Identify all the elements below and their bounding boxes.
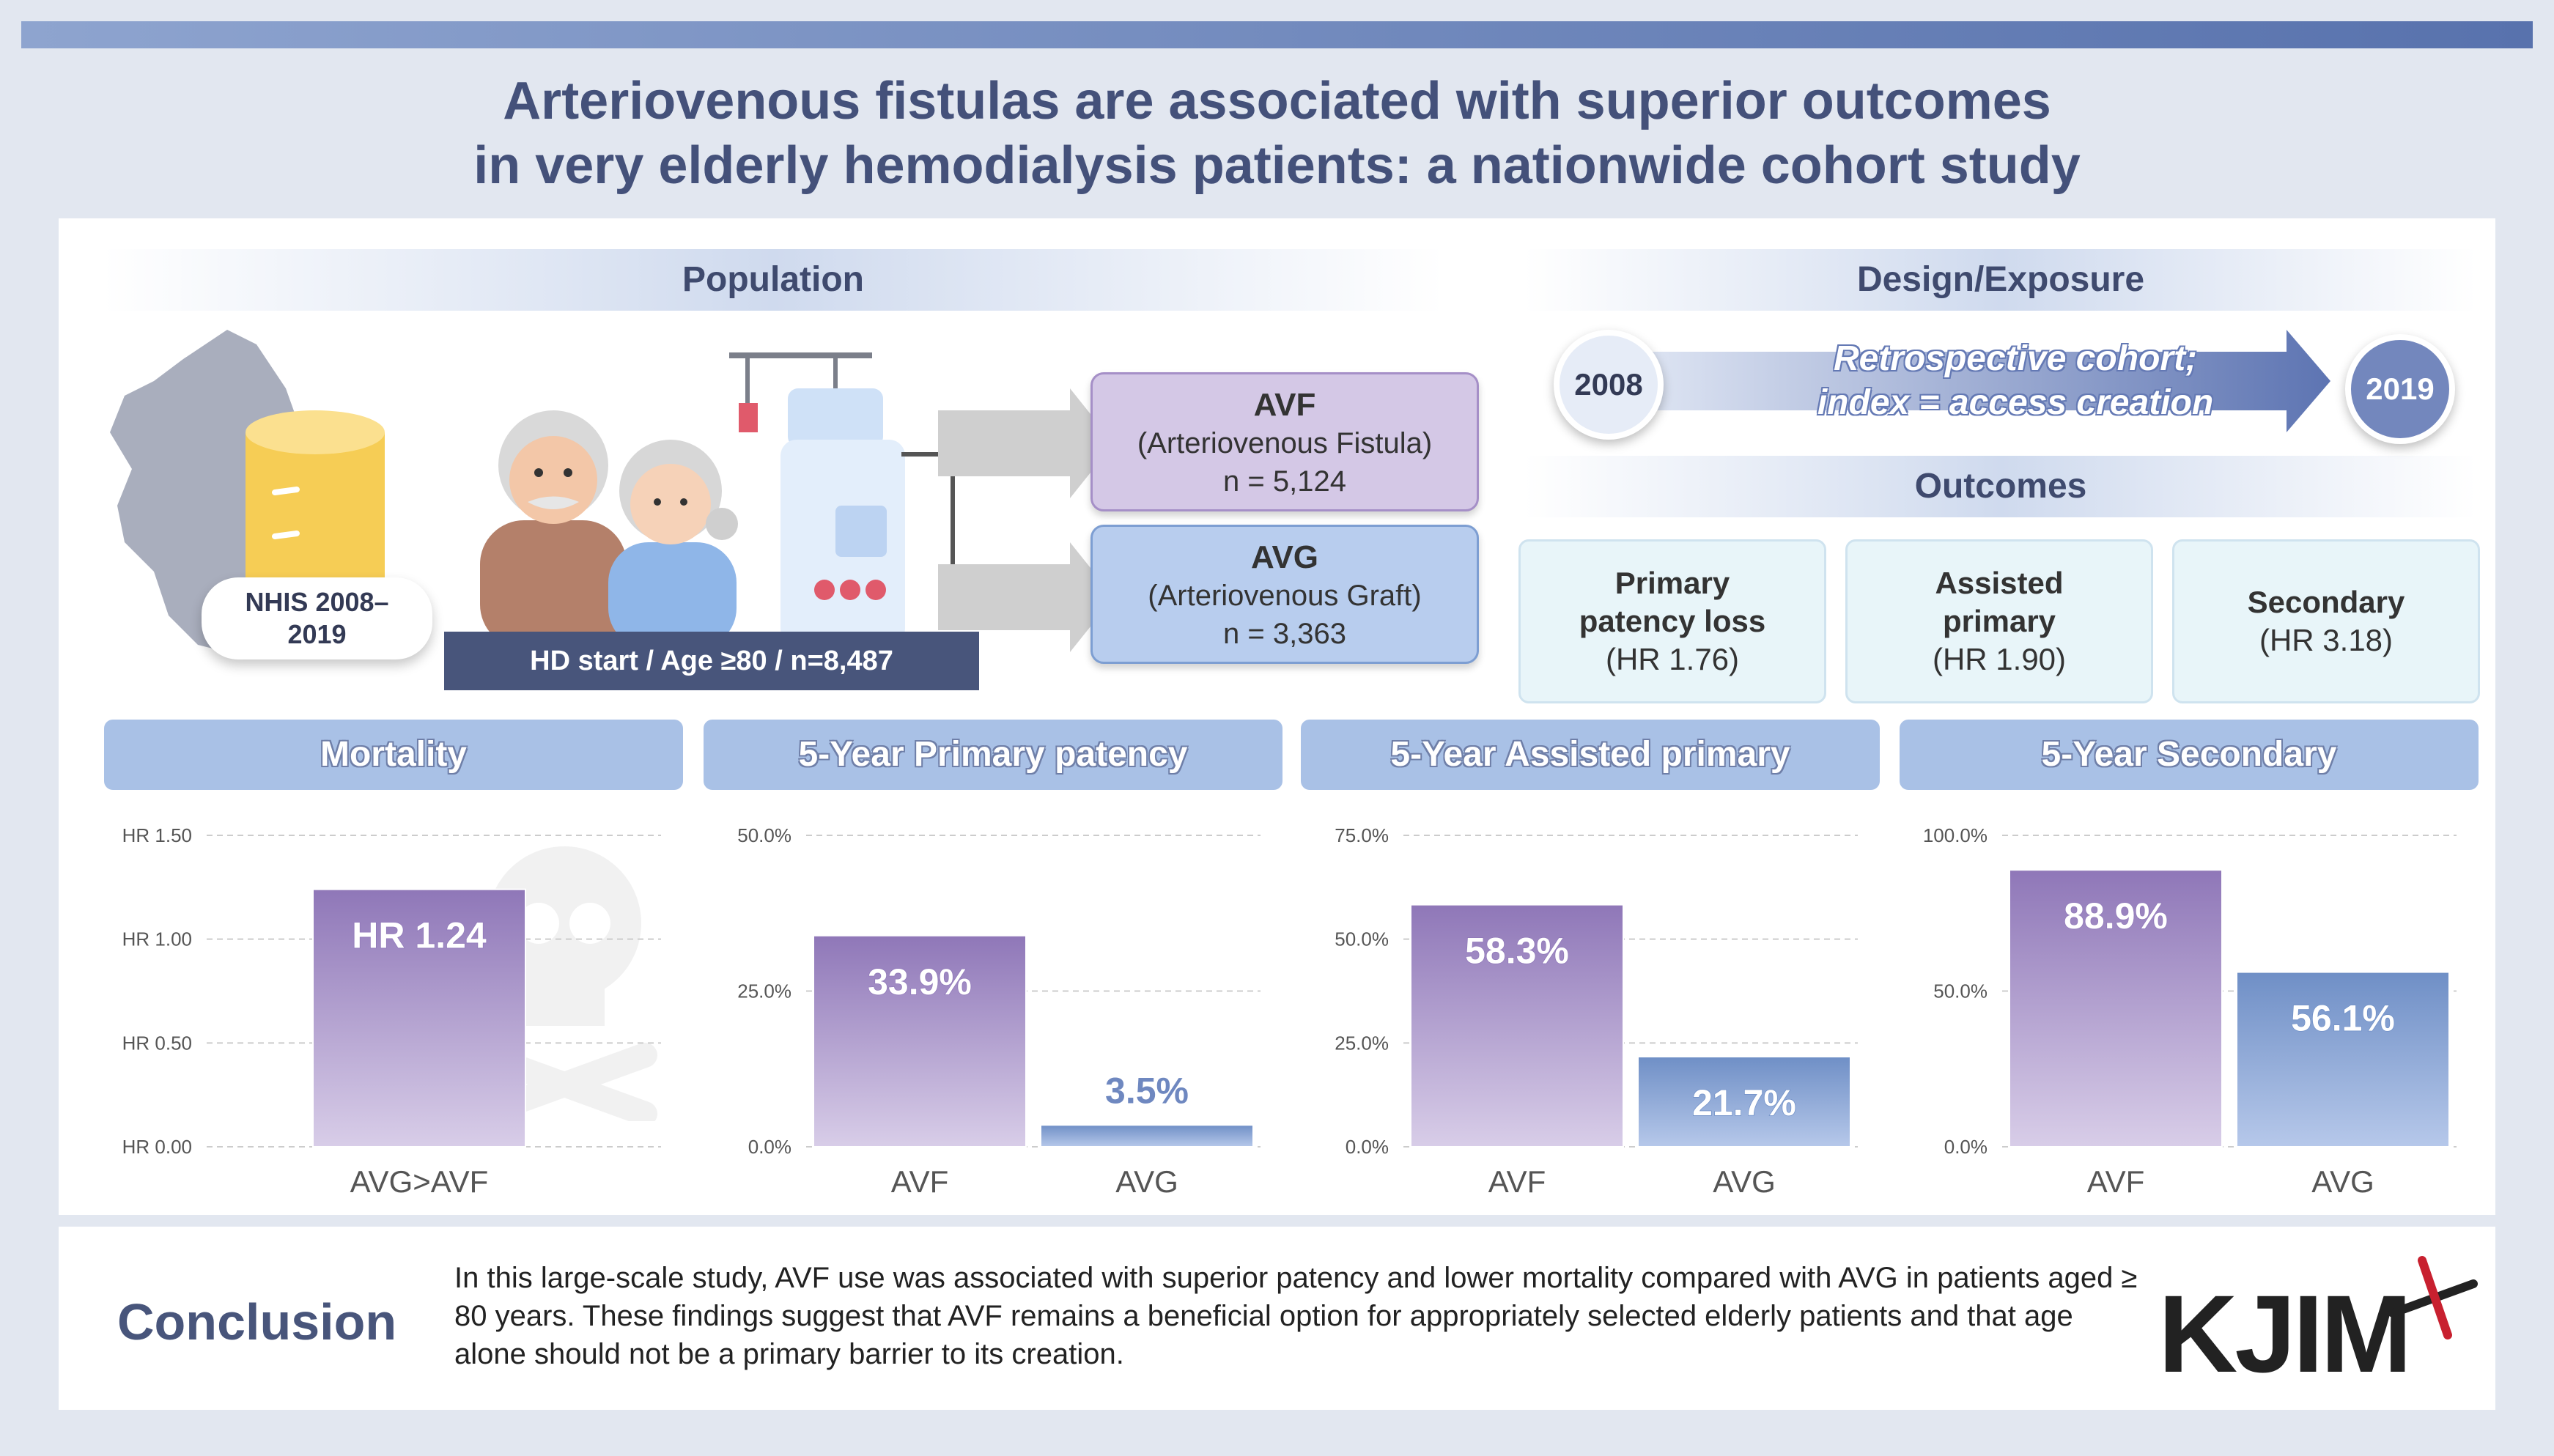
y-tick-label: 100.0% xyxy=(1923,824,1988,846)
secondary-chart: 0.0% 50.0% 100.0% 88.9% AVF 56.1% AVG xyxy=(1923,824,2457,1199)
title-line-1: Arteriovenous fistulas are associated wi… xyxy=(503,72,2051,130)
conclusion-label: Conclusion xyxy=(117,1293,397,1350)
y-tick-label: 25.0% xyxy=(1335,1032,1389,1054)
category-label: AVG xyxy=(2311,1164,2374,1199)
arrow-to-avg-icon xyxy=(938,542,1114,652)
hd-start-bar: HD start / Age ≥80 / n=8,487 xyxy=(444,632,979,690)
chart-header-secondary: 5-Year Secondary xyxy=(1900,720,2479,790)
outcome-1-line-1: Primary xyxy=(1614,566,1730,600)
y-tick-label: 50.0% xyxy=(1933,980,1988,1002)
category-label: AVG>AVF xyxy=(350,1164,489,1199)
outcome-2-line-1: Assisted xyxy=(1935,566,2064,600)
nhis-label-line-2: 2019 xyxy=(287,619,347,649)
chart-header-primary-patency: 5-Year Primary patency xyxy=(704,720,1282,790)
category-label: AVF xyxy=(2087,1164,2145,1199)
timeline-arrow-icon xyxy=(1612,330,2330,432)
chart-header-assisted-primary: 5-Year Assisted primary xyxy=(1301,720,1880,790)
conclusion-text: In this large-scale study, AVF use was a… xyxy=(454,1262,2138,1370)
avf-subtitle: (Arteriovenous Fistula) xyxy=(1137,427,1433,459)
outcomes-header: Outcomes xyxy=(1524,456,2477,517)
y-tick-label: HR 0.00 xyxy=(122,1136,192,1158)
outcome-3-hr: (HR 3.18) xyxy=(2259,623,2394,657)
y-tick-label: HR 1.00 xyxy=(122,928,192,950)
avg-title: AVG xyxy=(1250,539,1319,575)
y-tick-label: 0.0% xyxy=(748,1136,791,1158)
outcome-1-hr: (HR 1.76) xyxy=(1605,642,1740,676)
outcome-primary-patency-loss: Primary patency loss (HR 1.76) xyxy=(1518,539,1826,703)
conclusion-panel: Conclusion In this large-scale study, AV… xyxy=(59,1227,2495,1410)
data-label: 33.9% xyxy=(868,961,972,1002)
y-tick-label: 50.0% xyxy=(1335,928,1389,950)
bar xyxy=(1637,1056,1851,1148)
mortality-chart: HR 0.00 HR 0.50 HR 1.00 HR 1.50 HR 1.24 AVG>A… xyxy=(122,824,661,1199)
nhis-label-line-1: NHIS 2008– xyxy=(245,587,389,617)
design-description: Retrospective cohort; index = access cre… xyxy=(1708,337,2323,425)
logo-cross-icon xyxy=(2388,1256,2478,1339)
category-label: AVG xyxy=(1115,1164,1178,1199)
chart-header-mortality: Mortality xyxy=(104,720,683,790)
assisted-primary-chart: 0.0% 25.0% 50.0% 75.0% 58.3% AVF 21.7% AVG xyxy=(1335,824,1858,1199)
outcome-2-line-2: primary xyxy=(1942,604,2056,638)
data-label: HR 1.24 xyxy=(352,915,487,956)
data-label: 21.7% xyxy=(1692,1082,1796,1123)
category-label: AVF xyxy=(1488,1164,1546,1199)
y-tick-label: HR 0.50 xyxy=(122,1032,192,1054)
bar xyxy=(1410,903,1624,1148)
kjim-logo: KJIM xyxy=(2158,1272,2412,1395)
top-accent-bar xyxy=(21,21,2533,48)
avg-subtitle: (Arteriovenous Graft) xyxy=(1148,580,1422,612)
design-line-2: index = access creation xyxy=(1817,383,2214,422)
primary-patency-chart: 0.0% 25.0% 50.0% 33.9% AVF 3.5% AVG xyxy=(737,824,1261,1199)
population-illustration xyxy=(110,330,1114,656)
outcome-2-hr: (HR 1.90) xyxy=(1932,642,2067,676)
y-tick-label: 0.0% xyxy=(1346,1136,1389,1158)
nhis-badge: NHIS 2008– 2019 xyxy=(202,577,432,659)
population-header: Population xyxy=(103,249,1444,311)
database-icon xyxy=(246,410,385,601)
data-label: 56.1% xyxy=(2291,998,2395,1039)
data-label: 3.5% xyxy=(1105,1070,1189,1111)
avf-count: n = 5,124 xyxy=(1223,465,1346,498)
end-year-circle: 2019 xyxy=(2345,334,2455,444)
bar xyxy=(1040,1124,1254,1148)
data-label: 88.9% xyxy=(2064,895,2168,936)
y-tick-label: 0.0% xyxy=(1944,1136,1988,1158)
elderly-couple-icon xyxy=(480,410,738,648)
outcome-assisted-primary: Assisted primary (HR 1.90) xyxy=(1845,539,2153,703)
avf-group-box: AVF (Arteriovenous Fistula) n = 5,124 xyxy=(1090,372,1479,511)
avg-group-box: AVG (Arteriovenous Graft) n = 3,363 xyxy=(1090,525,1479,664)
outcome-1-line-2: patency loss xyxy=(1579,604,1766,638)
design-header: Design/Exposure xyxy=(1524,249,2477,311)
bar xyxy=(312,888,526,1148)
dialysis-machine-icon xyxy=(729,352,955,645)
y-tick-label: 25.0% xyxy=(737,980,791,1002)
y-tick-label: 75.0% xyxy=(1335,824,1389,846)
avf-title: AVF xyxy=(1253,387,1316,423)
page-title: Arteriovenous fistulas are associated wi… xyxy=(0,69,2554,198)
bar xyxy=(813,934,1027,1148)
bar xyxy=(2009,869,2223,1148)
category-label: AVG xyxy=(1713,1164,1776,1199)
title-line-2: in very elderly hemodialysis patients: a… xyxy=(473,136,2081,195)
avg-count: n = 3,363 xyxy=(1223,618,1346,650)
design-line-1: Retrospective cohort; xyxy=(1833,339,2198,378)
y-tick-label: 50.0% xyxy=(737,824,791,846)
outcome-3-line-1: Secondary xyxy=(2247,585,2405,619)
bar xyxy=(2236,971,2450,1148)
y-tick-label: HR 1.50 xyxy=(122,824,192,846)
data-label: 58.3% xyxy=(1465,931,1569,972)
arrow-to-avf-icon xyxy=(938,388,1114,498)
outcome-secondary: Secondary (HR 3.18) xyxy=(2172,539,2480,703)
start-year-circle: 2008 xyxy=(1554,330,1664,440)
category-label: AVF xyxy=(891,1164,949,1199)
